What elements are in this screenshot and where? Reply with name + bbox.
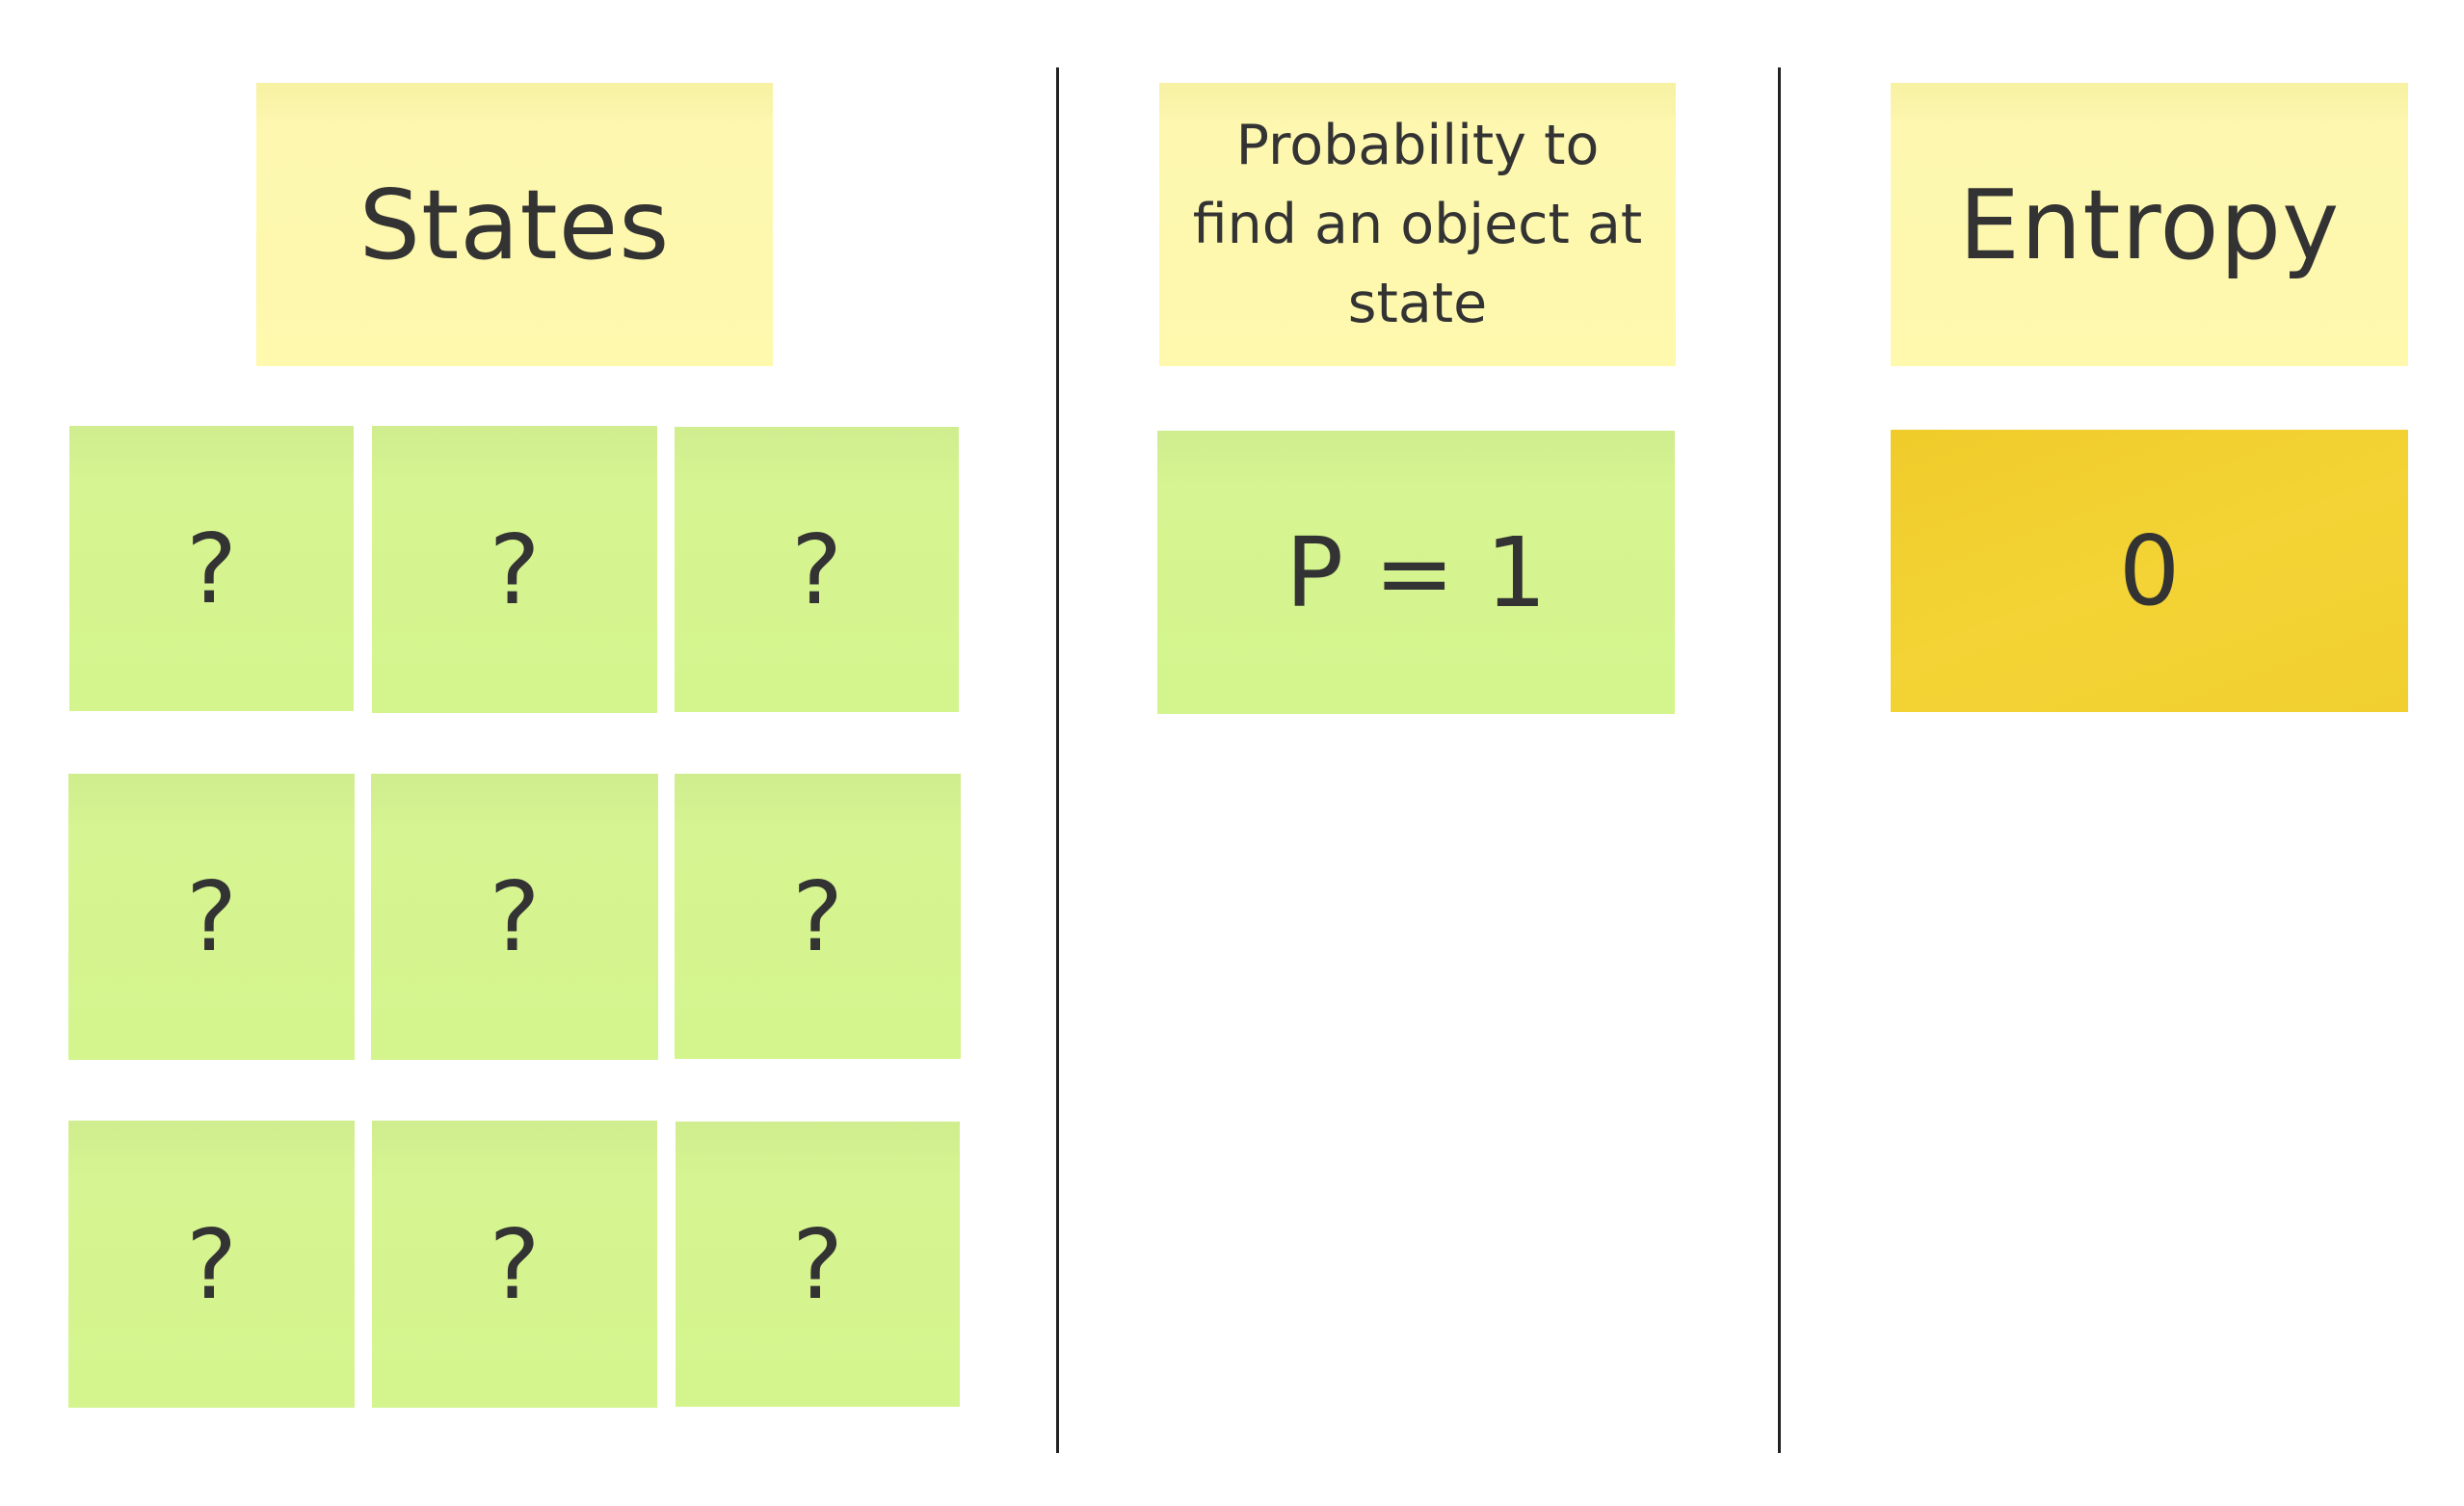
state-note-2[interactable]: ?	[372, 426, 657, 713]
state-note-4[interactable]: ?	[68, 774, 355, 1060]
state-note-3[interactable]: ?	[675, 427, 959, 712]
probability-header-note[interactable]: Probability to find an object at state	[1159, 83, 1676, 366]
states-header-text: States	[358, 168, 671, 281]
state-note-text: ?	[791, 1207, 844, 1321]
state-note-9[interactable]: ?	[676, 1122, 960, 1407]
entropy-header-note[interactable]: Entropy	[1891, 83, 2408, 366]
state-note-text: ?	[185, 1207, 238, 1321]
state-note-7[interactable]: ?	[68, 1121, 355, 1408]
probability-value-text: P = 1	[1285, 515, 1548, 629]
entropy-value-note[interactable]: 0	[1891, 430, 2408, 712]
probability-header-text: Probability to find an object at state	[1192, 114, 1643, 335]
state-note-text: ?	[791, 859, 844, 973]
state-note-text: ?	[489, 1207, 541, 1321]
state-note-5[interactable]: ?	[371, 774, 658, 1060]
probability-value-note[interactable]: P = 1	[1157, 431, 1675, 714]
column-divider-2	[1778, 67, 1781, 1453]
state-note-text: ?	[489, 513, 541, 626]
states-header-note[interactable]: States	[256, 83, 773, 366]
state-note-6[interactable]: ?	[675, 774, 961, 1059]
entropy-header-text: Entropy	[1958, 168, 2341, 281]
state-note-text: ?	[185, 860, 238, 973]
state-note-text: ?	[790, 513, 843, 626]
state-note-text: ?	[489, 860, 541, 973]
column-divider-1	[1056, 67, 1059, 1453]
entropy-value-text: 0	[2118, 515, 2181, 627]
state-note-8[interactable]: ?	[372, 1121, 657, 1408]
state-note-text: ?	[185, 512, 238, 625]
state-note-1[interactable]: ?	[69, 426, 354, 711]
